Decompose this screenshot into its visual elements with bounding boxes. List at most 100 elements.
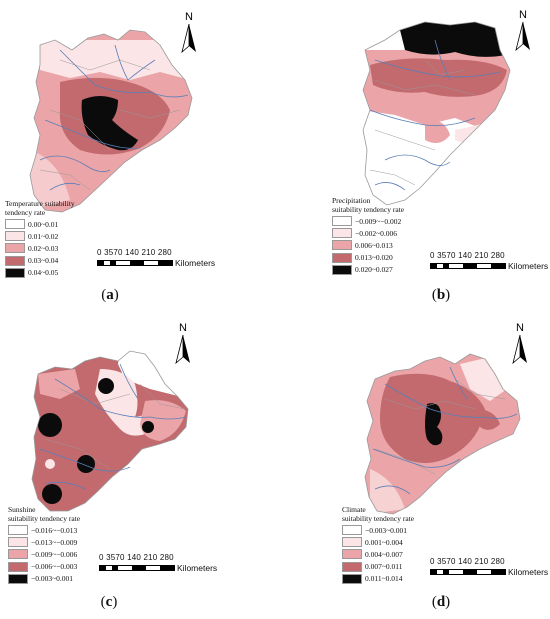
legend-b-label-4: 0.013~0.020 xyxy=(355,253,393,263)
legend-d-label-4: 0.007~0.011 xyxy=(365,562,403,572)
map-panel-b: N Precipitation suitability tendency rat… xyxy=(275,0,550,309)
svg-text:N: N xyxy=(519,9,527,21)
legend-c-row-3: −0.009~−0.006 xyxy=(8,548,80,560)
map-d-zone-south xyxy=(370,469,405,514)
north-arrow-icon: N xyxy=(175,322,190,365)
legend-c-row-4: −0.006~−0.003 xyxy=(8,561,80,573)
legend-c-title: Sunshine suitability tendency rate xyxy=(8,505,81,523)
legend-a-row-1: 0.00~0.01 xyxy=(5,218,75,230)
map-b-outline xyxy=(362,21,511,206)
map-a-outline xyxy=(29,29,193,213)
scale-d-unit: Kilometers xyxy=(508,567,549,577)
scale-c-ticks: 0 3570 140 210 280 xyxy=(99,553,174,562)
legend-c-label-5: −0.003~0.001 xyxy=(31,574,74,584)
map-a-zone-south xyxy=(30,150,70,210)
legend-d-label-5: 0.011~0.014 xyxy=(365,574,403,584)
map-a-zone-north xyxy=(40,40,190,80)
legend-a-row-2: 0.01~0.02 xyxy=(5,230,75,242)
map-b xyxy=(362,21,511,206)
caption-d: (d) xyxy=(431,594,451,610)
legend-a-row-4: 0.03~0.04 xyxy=(5,255,75,267)
map-d-boundaries xyxy=(374,378,506,475)
legend-c-label-4: −0.006~−0.003 xyxy=(31,562,78,572)
legend-a-row-5: 0.04~0.05 xyxy=(5,267,75,279)
map-d-zone-east xyxy=(480,409,500,430)
map-b-boundaries xyxy=(369,59,476,186)
caption-c: (c) xyxy=(100,594,118,610)
legend-b-label-5: 0.020~0.027 xyxy=(355,265,393,275)
legend-d-row-1: −0.003~0.001 xyxy=(342,524,414,536)
map-c-rivers xyxy=(39,363,187,490)
caption-b: (b) xyxy=(431,287,451,303)
legend-b-row-5: 0.020~0.027 xyxy=(332,264,404,276)
map-c xyxy=(31,350,189,512)
legend-c-label-2: −0.013~−0.009 xyxy=(31,537,78,547)
scale-a-bar xyxy=(97,260,173,266)
legend-b-label-2: −0.002~0.006 xyxy=(355,228,398,238)
legend-b-title: Precipitation suitability tendency rate xyxy=(332,196,405,214)
map-c-hotspot-4 xyxy=(77,455,95,473)
map-d-rivers xyxy=(372,366,518,495)
map-c-boundaries xyxy=(44,383,186,470)
map-d-zone-core xyxy=(425,403,443,446)
map-a xyxy=(29,29,193,213)
map-panel-d: N Climate suitability tendency rate −0.0… xyxy=(275,309,550,618)
map-a-zone-mid xyxy=(59,77,171,155)
legend-c-swatch-3 xyxy=(8,549,28,560)
map-c-hotspot-6 xyxy=(45,459,55,469)
legend-d-swatch-1 xyxy=(342,525,362,536)
map-c-hotspot-1 xyxy=(98,378,114,394)
scale-c-bar xyxy=(99,565,175,571)
legend-b: Precipitation suitability tendency rate … xyxy=(332,196,404,276)
scale-bar-b: 0 3570 140 210 280 Kilometers xyxy=(430,251,548,271)
legend-d-label-3: 0.004~0.007 xyxy=(365,549,403,559)
scale-b-bar xyxy=(430,263,506,269)
map-b-zone-core xyxy=(400,22,505,57)
legend-a-label-3: 0.02~0.03 xyxy=(28,243,59,253)
legend-c-swatch-4 xyxy=(8,561,28,572)
north-arrow-icon: N xyxy=(181,11,196,54)
caption-a: (a) xyxy=(101,287,119,303)
scale-d-bar xyxy=(430,569,506,575)
legend-a-title: Temperature suitability tendency rate xyxy=(5,199,75,217)
scale-a-unit: Kilometers xyxy=(175,258,216,268)
legend-c-swatch-2 xyxy=(8,537,28,548)
legend-b-label-1: −0.009~−0.002 xyxy=(355,216,402,226)
legend-a-swatch-1 xyxy=(5,219,25,230)
map-a-rivers xyxy=(39,44,189,191)
legend-b-row-3: 0.006~0.013 xyxy=(332,239,404,251)
legend-d: Climate suitability tendency rate −0.003… xyxy=(342,505,414,585)
legend-c-row-5: −0.003~0.001 xyxy=(8,573,80,585)
legend-c-label-3: −0.009~−0.006 xyxy=(31,549,78,559)
legend-b-label-3: 0.006~0.013 xyxy=(355,240,393,250)
legend-d-swatch-5 xyxy=(342,573,362,584)
scale-bar-d: 0 3570 140 210 280 Kilometers xyxy=(430,557,548,577)
map-b-rivers xyxy=(369,39,501,191)
svg-text:N: N xyxy=(179,322,187,334)
legend-d-row-3: 0.004~0.007 xyxy=(342,548,414,560)
svg-text:N: N xyxy=(516,322,524,334)
svg-text:N: N xyxy=(185,11,193,23)
legend-d-swatch-4 xyxy=(342,561,362,572)
legend-c-label-1: −0.016~−0.013 xyxy=(31,525,78,535)
legend-b-swatch-5 xyxy=(332,264,352,275)
legend-a-swatch-4 xyxy=(5,255,25,266)
map-c-outline xyxy=(31,350,189,512)
map-panel-c: N Sunshine suitability tendency rate −0.… xyxy=(0,309,275,618)
legend-d-swatch-3 xyxy=(342,549,362,560)
legend-d-row-4: 0.007~0.011 xyxy=(342,561,414,573)
legend-d-row-5: 0.011~0.014 xyxy=(342,573,414,585)
legend-b-row-4: 0.013~0.020 xyxy=(332,252,404,264)
legend-c-row-2: −0.013~−0.009 xyxy=(8,536,80,548)
legend-a-swatch-3 xyxy=(5,243,25,254)
legend-b-row-2: −0.002~0.006 xyxy=(332,227,404,239)
map-panel-a: N Temperature suitability tendency rate … xyxy=(0,0,275,309)
legend-b-row-1: −0.009~−0.002 xyxy=(332,215,404,227)
scale-d-ticks: 0 3570 140 210 280 xyxy=(430,557,505,566)
legend-a-label-2: 0.01~0.02 xyxy=(28,231,59,241)
scale-a-ticks: 0 3570 140 210 280 xyxy=(97,248,172,257)
scale-b-ticks: 0 3570 140 210 280 xyxy=(430,251,505,260)
map-d-outline xyxy=(364,353,521,515)
legend-a: Temperature suitability tendency rate 0.… xyxy=(5,199,75,279)
legend-d-label-1: −0.003~0.001 xyxy=(365,525,408,535)
